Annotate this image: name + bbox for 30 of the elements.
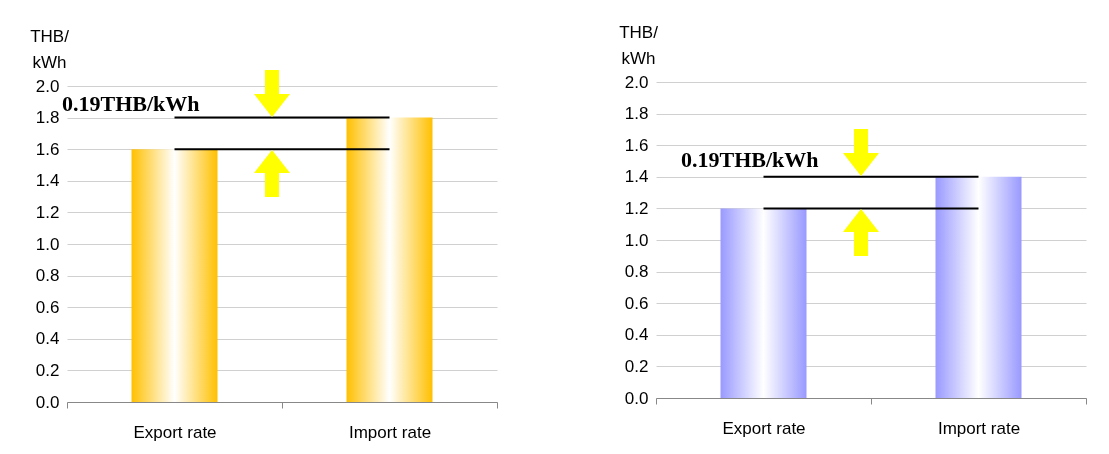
x-tick-label: Export rate (722, 418, 806, 438)
y-axis-title: THB/ kWh (619, 22, 659, 68)
x-tick-label: Export rate (133, 422, 217, 442)
y-tick-label: 0.8 (35, 266, 60, 286)
y-tick-label: 0.8 (624, 262, 649, 282)
y-tick-label: 0.6 (35, 297, 60, 317)
y-tick-label: 1.0 (35, 234, 60, 254)
y-axis-title: THB/ kWh (30, 26, 70, 72)
x-tick-label: Import rate (348, 422, 432, 442)
y-tick-label: 0.0 (624, 388, 649, 408)
y-tick-label: 0.2 (624, 356, 649, 376)
y-tick-label: 0.0 (35, 392, 60, 412)
annotation: 0.19THB/kWh (62, 91, 200, 116)
y-tick-label: 2.0 (624, 72, 649, 92)
y-tick-label: 0.6 (624, 293, 649, 313)
y-tick-label: 1.6 (624, 135, 649, 155)
y-tick-label: 0.4 (624, 325, 649, 345)
annotation: 0.19THB/kWh (681, 147, 819, 172)
y-tick-label: 0.4 (35, 329, 60, 349)
y-tick-label: 2.0 (35, 76, 60, 96)
y-tick-label: 1.6 (35, 139, 60, 159)
y-tick-label: 1.4 (35, 171, 60, 191)
x-tick-label: Import rate (937, 418, 1021, 438)
y-tick-label: 1.2 (35, 202, 60, 222)
y-tick-label: 1.2 (624, 198, 649, 218)
y-tick-label: 1.0 (624, 230, 649, 250)
y-tick-label: 1.8 (624, 104, 649, 124)
y-tick-label: 1.8 (35, 108, 60, 128)
y-tick-label: 1.4 (624, 167, 649, 187)
y-tick-label: 0.2 (35, 360, 60, 380)
